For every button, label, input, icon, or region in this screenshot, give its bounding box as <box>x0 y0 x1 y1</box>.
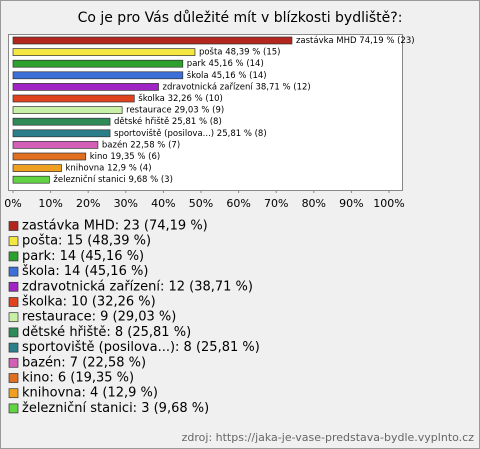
legend-label: sportoviště (posilova...): 8 (25,81 %) <box>22 340 260 355</box>
bar-label: pošta 48,39 % (15) <box>199 47 281 58</box>
x-tick-label: 40% <box>151 197 175 210</box>
legend-label: park: 14 (45,16 %) <box>22 249 144 264</box>
bar-label: zastávka MHD 74,19 % (23) <box>296 36 415 46</box>
legend-swatch <box>8 357 19 368</box>
legend-label: zdravotnická zařízení: 12 (38,71 %) <box>22 279 253 294</box>
legend-label: železniční stanici: 3 (9,68 %) <box>22 401 209 416</box>
x-tick-label: 0% <box>4 197 21 210</box>
bar-label: knihovna 12,9 % (4) <box>66 164 152 174</box>
legend-swatch <box>8 221 19 231</box>
legend-label: zastávka MHD: 23 (74,19 %) <box>22 219 208 234</box>
bar-label: kino 19,35 % (6) <box>90 152 160 162</box>
bar <box>12 152 87 161</box>
legend-label: dětské hřiště: 8 (25,81 %) <box>22 325 191 340</box>
bar-label: železniční stanici 9,68 % (3) <box>53 174 173 185</box>
bar <box>12 59 184 68</box>
bar <box>12 129 111 138</box>
bar-label: sportoviště (posilova...) 25,81 % (8) <box>114 128 267 139</box>
legend-swatch <box>8 236 19 247</box>
legend-label: pošta: 15 (48,39 %) <box>22 234 151 249</box>
legend-label: kino: 6 (19,35 %) <box>22 371 134 386</box>
x-tick-label: 90% <box>339 197 363 210</box>
legend-swatch <box>8 266 19 277</box>
legend-label: bazén: 7 (22,58 %) <box>22 355 146 370</box>
bar-label: park 45,16 % (14) <box>187 59 264 69</box>
source: zdroj: https://jaka-je-vase-predstava-by… <box>182 431 475 444</box>
bar <box>12 48 196 56</box>
legend-swatch <box>8 342 19 353</box>
legend-label: školka: 10 (32,26 %) <box>22 295 156 310</box>
bar <box>12 164 62 172</box>
x-tick-label: 30% <box>114 197 138 210</box>
legend-swatch <box>8 373 19 383</box>
bar <box>12 117 111 126</box>
bar <box>12 175 50 184</box>
bar <box>12 141 99 149</box>
bar <box>12 71 184 80</box>
legend-swatch <box>8 312 19 323</box>
bar <box>12 106 123 114</box>
bar-label: škola 45,16 % (14) <box>187 70 267 81</box>
x-tick-label: 80% <box>302 197 326 210</box>
x-tick-label: 20% <box>76 197 100 210</box>
x-tick-label: 50% <box>189 197 213 210</box>
bar-label: školka 32,26 % (10) <box>138 93 223 104</box>
bar-label: restaurace 29,03 % (9) <box>126 106 224 116</box>
legend-swatch <box>8 327 19 338</box>
x-tick-label: 10% <box>38 197 62 210</box>
legend-swatch <box>8 251 19 262</box>
bar <box>12 83 159 91</box>
bar-label: zdravotnická zařízení 38,71 % (12) <box>163 82 311 92</box>
legend-swatch <box>8 388 19 399</box>
x-tick-label: 100% <box>373 197 404 210</box>
bar-label: bazén 22,58 % (7) <box>102 139 180 150</box>
legend-swatch <box>8 403 19 414</box>
bar <box>12 94 135 103</box>
legend-swatch <box>8 297 19 307</box>
legend-label: škola: 14 (45,16 %) <box>22 264 148 279</box>
legend-label: restaurace: 9 (29,03 %) <box>22 310 176 325</box>
bar-label: dětské hřiště 25,81 % (8) <box>114 116 222 127</box>
chart-title: Co je pro Vás důležité mít v blízkosti b… <box>78 10 403 26</box>
legend-swatch <box>8 281 19 292</box>
legend-label: knihovna: 4 (12,9 %) <box>22 386 158 401</box>
x-tick-label: 60% <box>226 197 250 210</box>
x-tick-label: 70% <box>264 197 288 210</box>
bar <box>12 36 293 45</box>
